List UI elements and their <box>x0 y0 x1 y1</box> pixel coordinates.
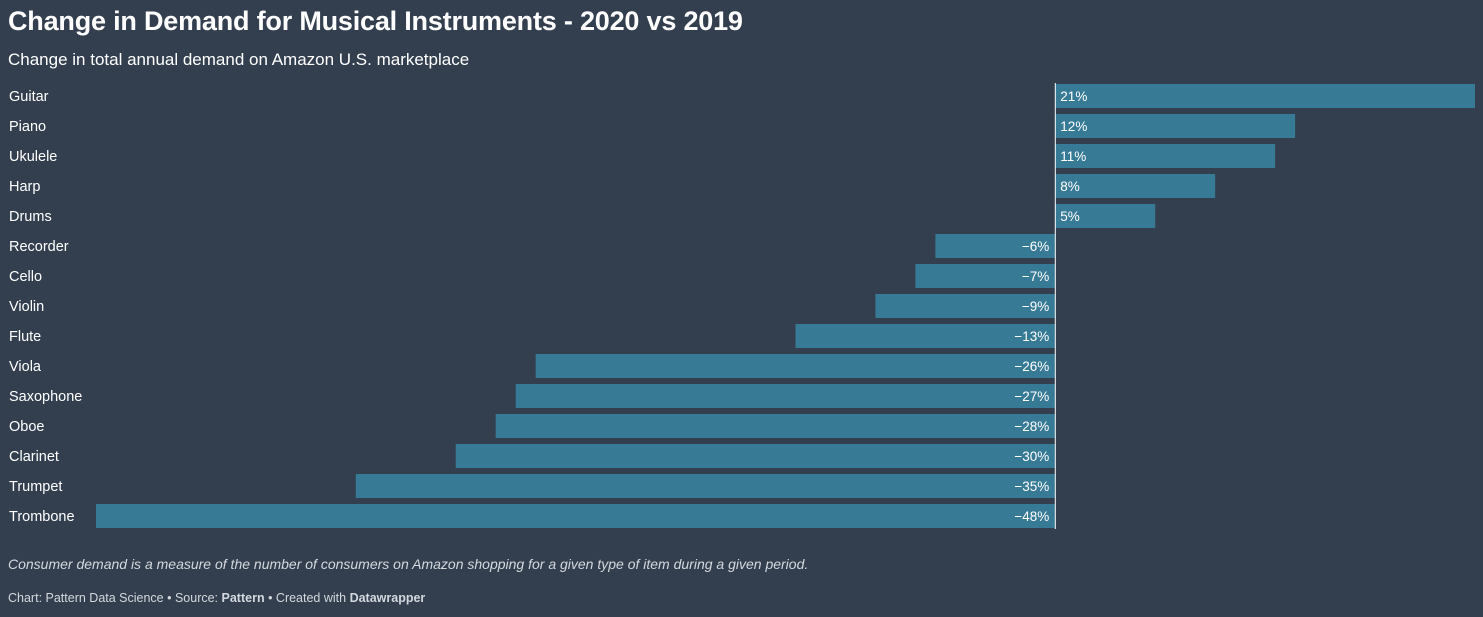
category-label-violin: Violin <box>9 299 44 315</box>
category-label-trumpet: Trumpet <box>9 479 62 495</box>
category-label-piano: Piano <box>9 119 46 135</box>
value-label-viola: −26% <box>1014 359 1049 374</box>
category-label-guitar: Guitar <box>9 89 49 105</box>
bar-clarinet <box>455 444 1056 468</box>
value-label-harp: 8% <box>1060 179 1080 194</box>
category-label-drums: Drums <box>9 209 52 225</box>
value-label-violin: −9% <box>1022 299 1049 314</box>
footer-chart-credit: Chart: Pattern Data Science • Source: <box>8 591 222 605</box>
value-label-recorder: −6% <box>1022 239 1049 254</box>
footer-created-with: • Created with <box>264 591 350 605</box>
bar-piano <box>1055 114 1296 138</box>
category-label-saxophone: Saxophone <box>9 389 82 405</box>
bar-trombone <box>96 504 1056 528</box>
chart-note: Consumer demand is a measure of the numb… <box>8 556 809 572</box>
value-label-flute: −13% <box>1014 329 1049 344</box>
category-label-clarinet: Clarinet <box>9 449 59 465</box>
bar-drums <box>1055 204 1156 228</box>
bar-trumpet <box>355 474 1056 498</box>
category-label-harp: Harp <box>9 179 40 195</box>
bar-oboe <box>495 414 1056 438</box>
bar-flute <box>795 324 1056 348</box>
value-label-clarinet: −30% <box>1014 449 1049 464</box>
value-label-drums: 5% <box>1060 209 1080 224</box>
value-label-oboe: −28% <box>1014 419 1049 434</box>
bar-guitar <box>1055 84 1475 108</box>
bar-violin <box>875 294 1056 318</box>
chart-subtitle: Change in total annual demand on Amazon … <box>8 50 470 69</box>
bar-harp <box>1055 174 1216 198</box>
footer-source-link[interactable]: Pattern <box>221 591 265 605</box>
category-label-recorder: Recorder <box>9 239 69 255</box>
bar-viola <box>535 354 1056 378</box>
category-label-flute: Flute <box>9 329 41 345</box>
value-label-saxophone: −27% <box>1014 389 1049 404</box>
category-label-oboe: Oboe <box>9 419 44 435</box>
bar-recorder <box>935 234 1056 258</box>
category-label-trombone: Trombone <box>9 509 75 525</box>
bar-chart: Guitar 21% Piano 12% Ukulele 11% Harp 8% Drums 5%… <box>9 83 1475 529</box>
chart-footer: Chart: Pattern Data Science • Source: Pa… <box>8 591 425 605</box>
footer-tool-link[interactable]: Datawrapper <box>349 591 426 605</box>
category-label-viola: Viola <box>9 359 42 375</box>
value-label-cello: −7% <box>1022 269 1049 284</box>
value-label-trumpet: −35% <box>1014 479 1049 494</box>
bar-cello <box>915 264 1056 288</box>
value-label-trombone: −48% <box>1014 509 1049 524</box>
value-label-piano: 12% <box>1060 119 1087 134</box>
value-label-ukulele: 11% <box>1060 149 1086 164</box>
category-label-cello: Cello <box>9 269 42 285</box>
chart-title: Change in Demand for Musical Instruments… <box>8 6 743 36</box>
bar-saxophone <box>515 384 1056 408</box>
value-label-guitar: 21% <box>1060 89 1087 104</box>
bar-ukulele <box>1055 144 1276 168</box>
category-label-ukulele: Ukulele <box>9 149 57 165</box>
